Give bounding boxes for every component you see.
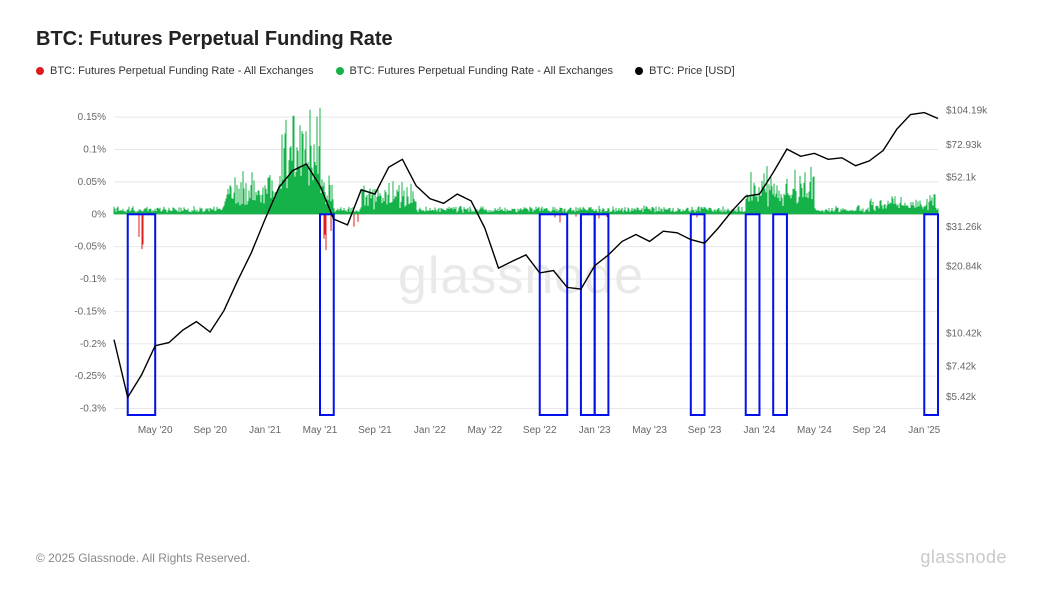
svg-text:0.05%: 0.05% — [78, 177, 106, 188]
legend-item-1: BTC: Futures Perpetual Funding Rate - Al… — [336, 65, 614, 77]
page: BTC: Futures Perpetual Funding Rate BTC:… — [0, 0, 1043, 590]
svg-text:Sep '22: Sep '22 — [523, 425, 557, 436]
svg-text:0.1%: 0.1% — [83, 145, 106, 156]
legend-label: BTC: Futures Perpetual Funding Rate - Al… — [50, 65, 314, 77]
svg-text:Jan '25: Jan '25 — [908, 425, 940, 436]
svg-text:-0.15%: -0.15% — [74, 306, 106, 317]
footer: © 2025 Glassnode. All Rights Reserved. g… — [36, 547, 1007, 568]
svg-text:Jan '24: Jan '24 — [743, 425, 775, 436]
svg-text:Sep '24: Sep '24 — [853, 425, 887, 436]
svg-text:May '22: May '22 — [467, 425, 502, 436]
svg-text:-0.05%: -0.05% — [74, 242, 106, 253]
svg-text:Sep '20: Sep '20 — [193, 425, 227, 436]
chart-svg: glassnode 0.15%0.1%0.05%0%-0.05%-0.1%-0.… — [36, 93, 1007, 453]
legend-dot — [635, 67, 643, 75]
brand-logo: glassnode — [920, 547, 1007, 568]
svg-text:Jan '22: Jan '22 — [414, 425, 446, 436]
svg-text:-0.25%: -0.25% — [74, 371, 106, 382]
svg-text:-0.3%: -0.3% — [80, 404, 106, 415]
svg-text:May '20: May '20 — [138, 425, 173, 436]
legend-dot — [36, 67, 44, 75]
svg-text:$7.42k: $7.42k — [946, 362, 977, 373]
price-line — [114, 113, 938, 398]
legend-item-0: BTC: Futures Perpetual Funding Rate - Al… — [36, 65, 314, 77]
svg-text:0%: 0% — [92, 209, 107, 220]
svg-text:-0.2%: -0.2% — [80, 339, 106, 350]
svg-text:$104.19k: $104.19k — [946, 106, 988, 117]
chart-title: BTC: Futures Perpetual Funding Rate — [36, 28, 1007, 51]
legend-label: BTC: Futures Perpetual Funding Rate - Al… — [350, 65, 614, 77]
svg-text:-0.1%: -0.1% — [80, 274, 106, 285]
svg-text:$20.84k: $20.84k — [946, 261, 983, 272]
svg-text:May '23: May '23 — [632, 425, 667, 436]
svg-text:$72.93k: $72.93k — [946, 140, 983, 151]
legend: BTC: Futures Perpetual Funding Rate - Al… — [36, 65, 1007, 77]
svg-text:$10.42k: $10.42k — [946, 329, 983, 340]
svg-text:$52.1k: $52.1k — [946, 173, 977, 184]
legend-label: BTC: Price [USD] — [649, 65, 735, 77]
svg-text:May '24: May '24 — [797, 425, 832, 436]
svg-text:Jan '23: Jan '23 — [579, 425, 611, 436]
legend-dot — [336, 67, 344, 75]
svg-text:0.15%: 0.15% — [78, 112, 106, 123]
svg-text:$5.42k: $5.42k — [946, 392, 977, 403]
legend-item-2: BTC: Price [USD] — [635, 65, 735, 77]
copyright-text: © 2025 Glassnode. All Rights Reserved. — [36, 551, 250, 565]
svg-text:$31.26k: $31.26k — [946, 222, 983, 233]
chart-plot-area: glassnode 0.15%0.1%0.05%0%-0.05%-0.1%-0.… — [36, 93, 1007, 453]
svg-text:Sep '23: Sep '23 — [688, 425, 722, 436]
svg-text:May '21: May '21 — [303, 425, 338, 436]
svg-text:Sep '21: Sep '21 — [358, 425, 392, 436]
svg-text:Jan '21: Jan '21 — [249, 425, 281, 436]
